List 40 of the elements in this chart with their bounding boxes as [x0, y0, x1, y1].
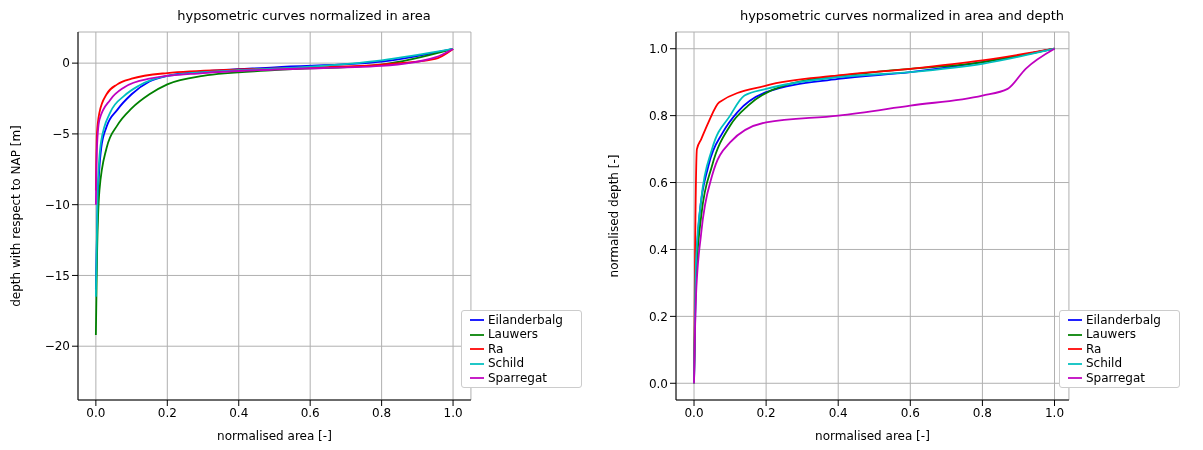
legend-label: Ra	[1085, 341, 1102, 356]
y-tick-label: −15	[44, 268, 70, 283]
legend-label: Lauwers	[487, 327, 538, 341]
line-series	[693, 47, 1056, 385]
y-tick-label: 0.8	[648, 108, 668, 123]
x-tick-label: 0.0	[684, 405, 704, 420]
y-tick-label: −20	[44, 339, 70, 354]
y-axis-title: depth with respect to NAP [m]	[9, 125, 24, 307]
chart-title: hypsometric curves normalized in area	[176, 8, 432, 25]
y-tick-label: 0.6	[648, 175, 668, 190]
y-tick-label: 0.2	[648, 309, 668, 324]
x-tick-label: 0.2	[756, 405, 776, 420]
x-axis-title: normalised area [-]	[217, 429, 332, 443]
chart-title: hypsometric curves normalized in area and depth	[738, 8, 1066, 25]
legend-label: Eilanderbalg	[487, 312, 563, 327]
x-tick-label: 0.0	[86, 405, 106, 420]
y-tick-label: −5	[52, 127, 70, 142]
y-tick-label: −10	[44, 197, 70, 212]
x-tick-label: 0.4	[229, 405, 249, 420]
legend-label: Sparregat	[487, 370, 547, 385]
x-tick-label: 0.2	[157, 405, 177, 420]
x-tick-label: 1.0	[443, 405, 463, 420]
y-tick-label: 0	[62, 56, 70, 71]
x-tick-label: 0.4	[828, 405, 848, 420]
y-axis-title: normalised depth [-]	[607, 154, 622, 278]
legend-label: Schild	[1085, 356, 1123, 370]
legend-label: Eilanderbalg	[1085, 312, 1161, 327]
legend-label: Lauwers	[1085, 327, 1136, 341]
legend-label: Ra	[487, 341, 504, 356]
legend-label: Sparregat	[1085, 370, 1145, 385]
x-tick-label: 0.6	[300, 405, 320, 420]
y-tick-label: 1.0	[648, 41, 668, 56]
x-tick-label: 0.6	[900, 405, 920, 420]
y-tick-label: 0.0	[648, 376, 668, 391]
x-axis-title: normalised area [-]	[815, 429, 930, 443]
x-tick-label: 1.0	[1044, 405, 1065, 420]
y-tick-label: 0.4	[648, 242, 668, 257]
x-tick-label: 0.8	[972, 405, 992, 420]
x-tick-label: 0.8	[372, 405, 392, 420]
legend-label: Schild	[487, 356, 525, 370]
